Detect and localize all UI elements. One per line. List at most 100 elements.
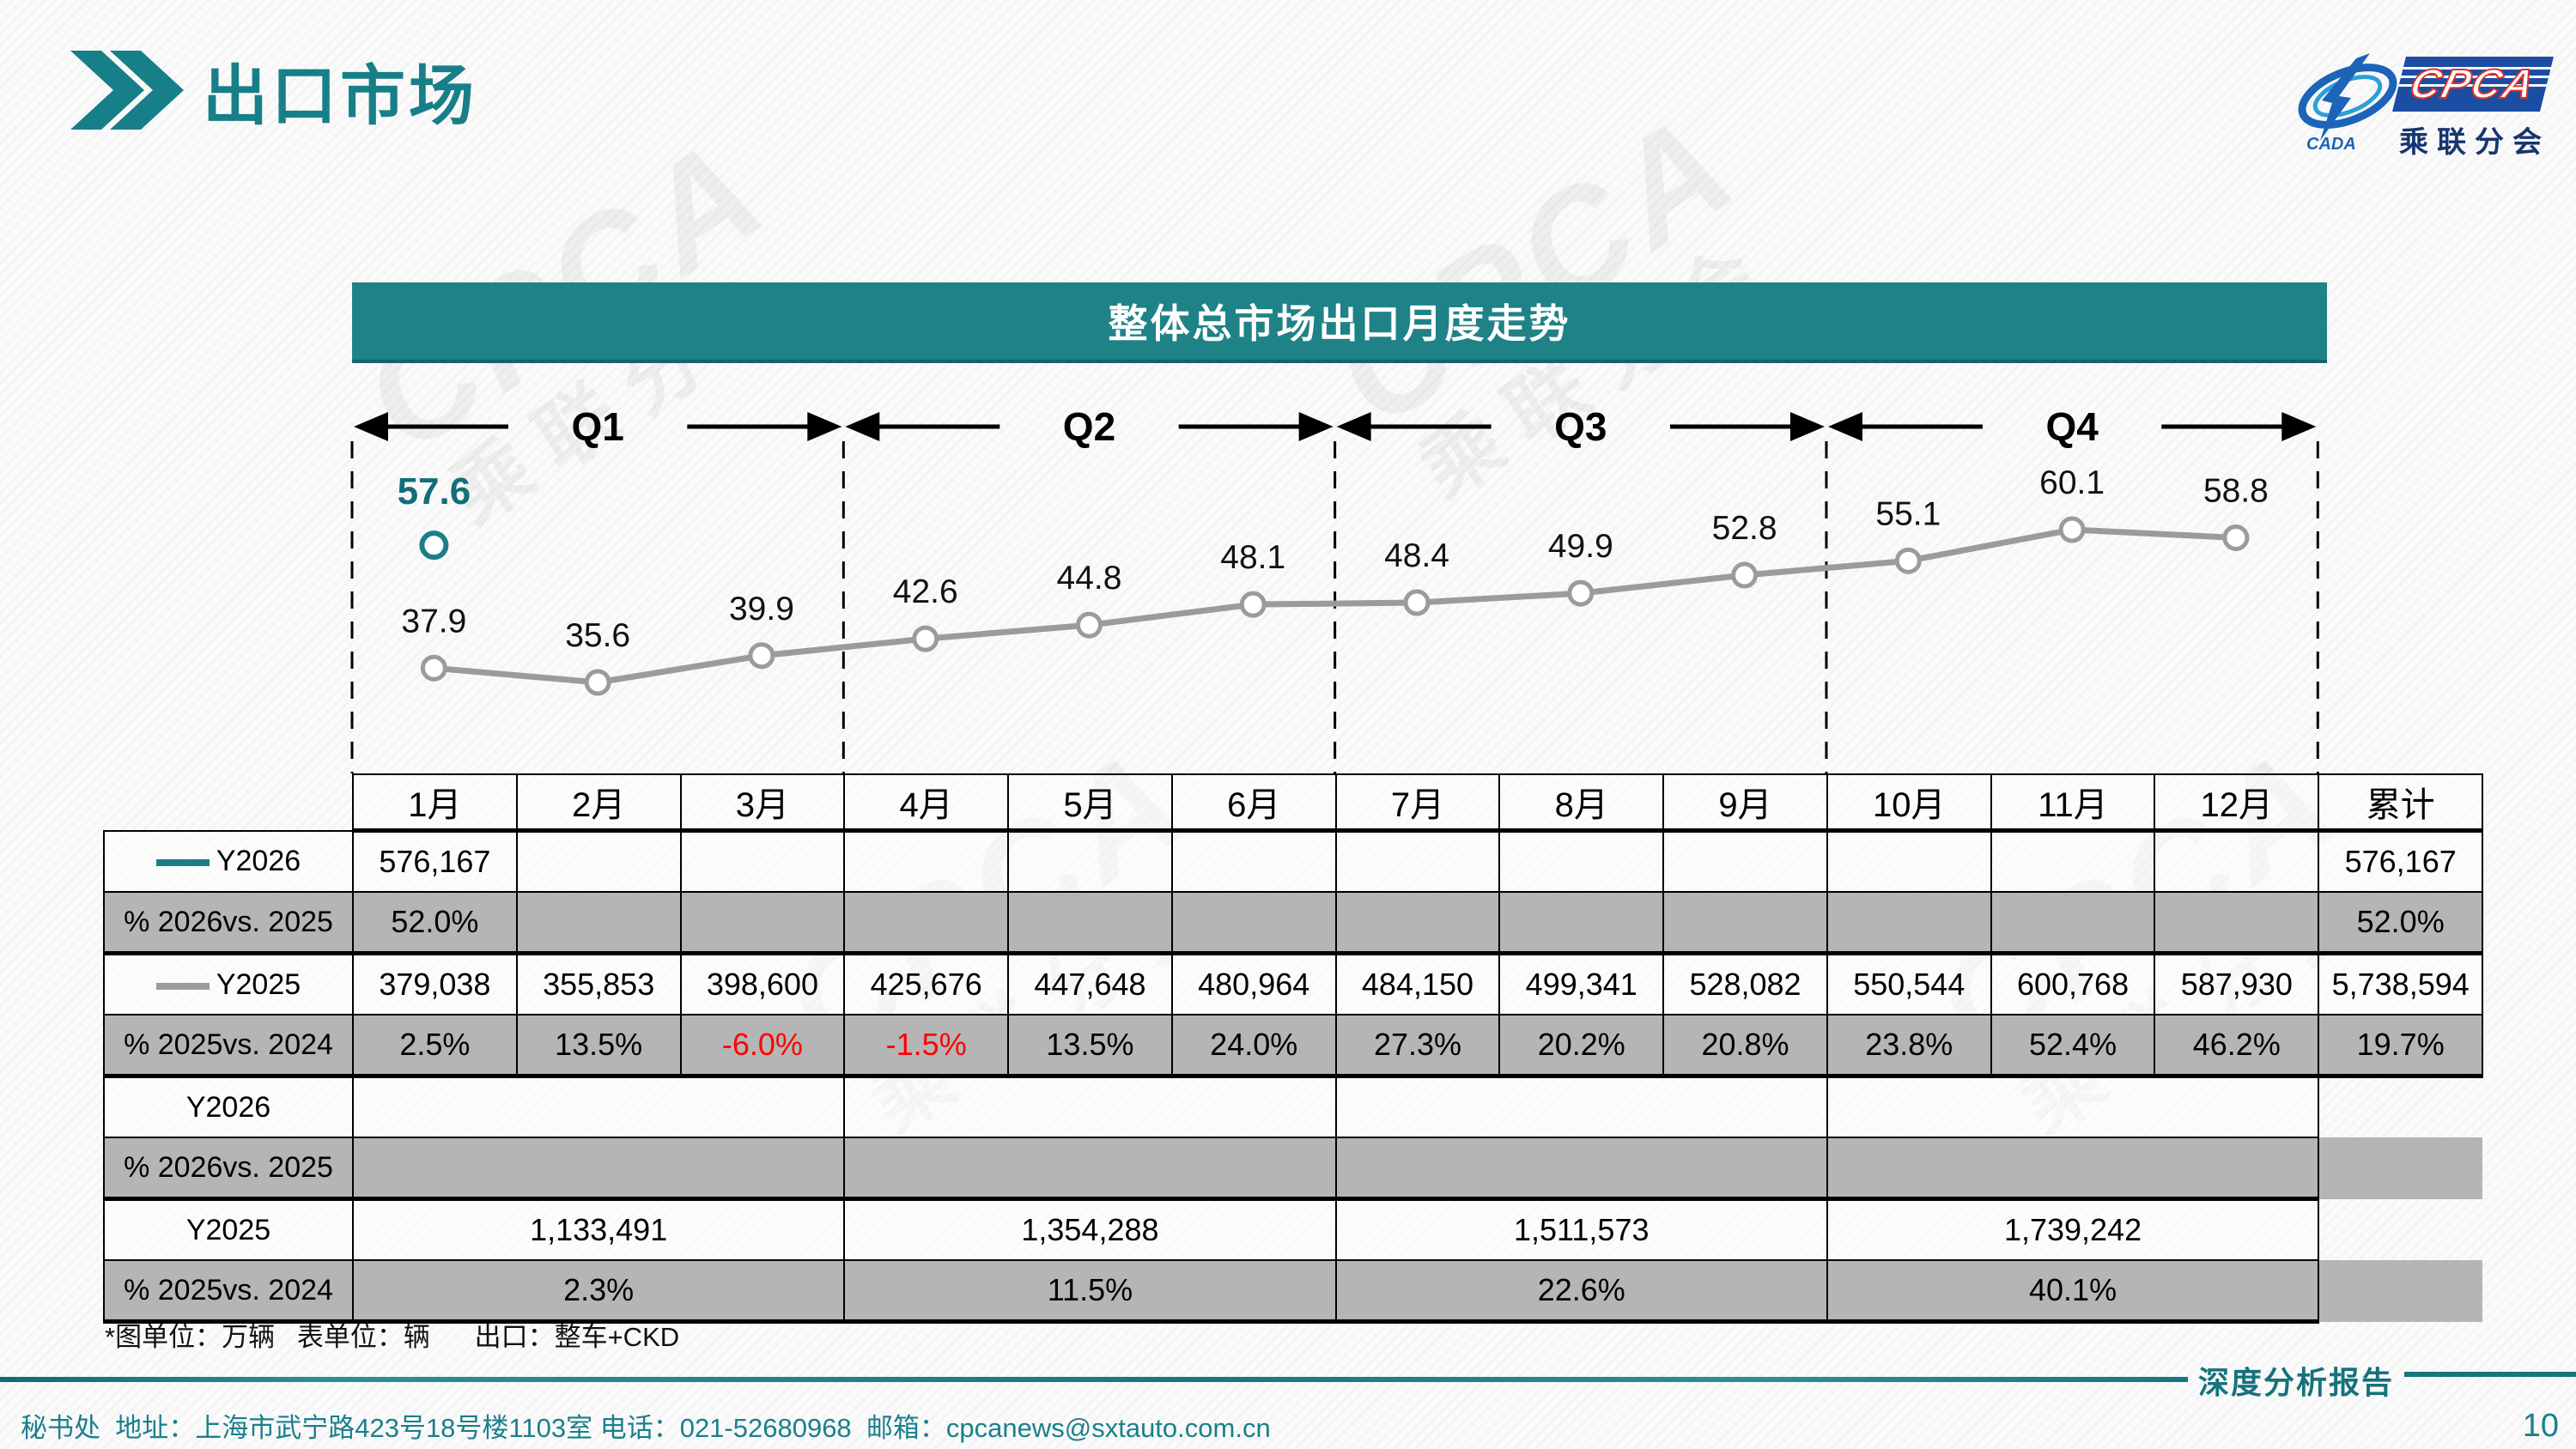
series-line-y2025 [434, 526, 2237, 686]
cpca-logo-subtitle: 乘联分会 [2399, 126, 2550, 159]
month-header: 4月 [843, 773, 1010, 833]
arrow-right-icon [1789, 412, 1825, 441]
cada-swirl-icon: CADA [2298, 53, 2397, 153]
table-cell: 480,964 [1170, 952, 1337, 1016]
table-cell: 20.2% [1498, 1014, 1665, 1078]
page-number: 10 [2522, 1408, 2559, 1444]
month-header: 1月 [352, 773, 518, 833]
month-header: 10月 [1826, 773, 1992, 833]
double-chevron-icon [70, 51, 184, 130]
data-point-y2025 [748, 642, 775, 670]
table-cell-quarter: 1,511,573 [1334, 1197, 1828, 1261]
data-point-y2025 [1731, 561, 1759, 589]
table-cell-quarter [1334, 1137, 1828, 1201]
table-cell [1170, 829, 1337, 893]
data-label-y2025: 58.8 [2203, 472, 2269, 509]
table-cell: 550,544 [1826, 952, 1992, 1016]
arrow-right-icon [1298, 412, 1334, 441]
header-corner-cell [104, 774, 353, 831]
table-cell: 398,600 [679, 952, 846, 1016]
row-label: % 2025vs. 2024 [103, 1014, 354, 1078]
cada-text: CADA [2306, 135, 2356, 153]
cpca-logo-text: CPCA [2404, 61, 2541, 108]
month-header: 9月 [1662, 773, 1828, 833]
quarter-label: Q3 [1554, 404, 1607, 449]
table-cell: 20.8% [1662, 1014, 1828, 1078]
table-cell-quarter [351, 1137, 846, 1201]
table-cell: 46.2% [2154, 1014, 2320, 1078]
data-label-y2025: 42.6 [893, 573, 958, 610]
table-cell: 24.0% [1170, 1014, 1337, 1078]
table-cell [1826, 891, 1992, 955]
table-cell [1662, 829, 1828, 893]
table-cell: 587,930 [2154, 952, 2320, 1016]
table-cell-total: 19.7% [2318, 1014, 2484, 1078]
cpca-logo-box: CPCA [2392, 57, 2554, 112]
table-cell-quarter: 1,354,288 [843, 1197, 1337, 1261]
table-cell: -1.5% [843, 1014, 1010, 1078]
table-cell: 484,150 [1334, 952, 1501, 1016]
data-label-y2025: 55.1 [1875, 495, 1941, 532]
void-cell [2318, 1260, 2483, 1322]
month-header: 2月 [515, 773, 682, 833]
arrow-left-icon [354, 412, 388, 441]
quarter-label: Q1 [571, 404, 623, 449]
table-cell: 13.5% [1007, 1014, 1173, 1078]
table-cell-quarter [1334, 1075, 1828, 1138]
table-cell-quarter: 1,739,242 [1826, 1197, 2320, 1261]
table-cell-quarter [1826, 1137, 2320, 1201]
page-title: 出口市场 [203, 60, 477, 133]
table-cell: 379,038 [352, 952, 518, 1016]
arrow-left-icon [1336, 412, 1371, 441]
table-cell-quarter [351, 1075, 846, 1138]
row-label: Y2025 [103, 1197, 354, 1261]
data-point-y2025 [584, 669, 611, 696]
void-cell [2318, 1076, 2482, 1138]
data-label-y2025: 35.6 [565, 617, 630, 654]
legend-swatch-y2026 [155, 858, 210, 866]
table-cell [1007, 829, 1173, 893]
data-point-y2025 [420, 654, 447, 682]
chart-title-bar: 整体总市场出口月度走势 [352, 282, 2327, 363]
table-cell [1498, 891, 1665, 955]
table-cell-quarter: 22.6% [1334, 1259, 1828, 1324]
total-header: 累计 [2318, 773, 2484, 833]
data-point-y2025 [2058, 516, 2086, 543]
table-cell: 576,167 [352, 829, 518, 893]
data-point-y2025 [2222, 524, 2250, 551]
data-label-y2025: 37.9 [401, 603, 466, 640]
row-label: Y2026 [103, 1075, 354, 1138]
table-cell: 52.0% [352, 891, 518, 955]
export-data-table: 1月 2月 3月 4月 5月 6月 7月 8月 9月 10月 11月 12月 累计 Y2026 576,16… [103, 773, 2484, 1324]
footer-divider-right [2404, 1372, 2576, 1377]
table-cell [2154, 891, 2320, 955]
table-cell: 528,082 [1662, 952, 1828, 1016]
table-cell [1662, 891, 1828, 955]
table-cell: 13.5% [515, 1014, 682, 1078]
legend-swatch-y2025 [155, 982, 210, 990]
arrow-left-icon [845, 412, 880, 441]
row-label: Y2026 [103, 829, 354, 893]
data-label-y2025: 44.8 [1057, 560, 1122, 597]
table-cell [515, 829, 682, 893]
table-cell: 425,676 [843, 952, 1010, 1016]
data-point-y2025 [1894, 547, 1922, 574]
table-cell-quarter [843, 1137, 1337, 1201]
table-cell-total: 5,738,594 [2318, 952, 2484, 1016]
table-cell [1498, 829, 1665, 893]
table-cell-quarter [1826, 1075, 2320, 1138]
data-point-y2025 [1239, 591, 1267, 618]
quarter-label: Q2 [1063, 404, 1115, 449]
data-label-y2025: 52.8 [1712, 510, 1777, 547]
table-cell: 52.4% [1990, 1014, 2156, 1078]
report-type-label: 深度分析报告 [2197, 1365, 2394, 1401]
table-cell-quarter: 1,133,491 [351, 1197, 846, 1261]
void-cell [2318, 1199, 2482, 1261]
table-cell [679, 891, 846, 955]
month-header: 12月 [2154, 773, 2320, 833]
page-header: 出口市场 [70, 43, 477, 137]
row-label: Y2025 [103, 952, 354, 1016]
data-label-y2025: 48.4 [1384, 537, 1449, 574]
footer-contact: 秘书处 地址：上海市武宁路423号18号楼1103室 电话：021-526809… [21, 1413, 1271, 1443]
